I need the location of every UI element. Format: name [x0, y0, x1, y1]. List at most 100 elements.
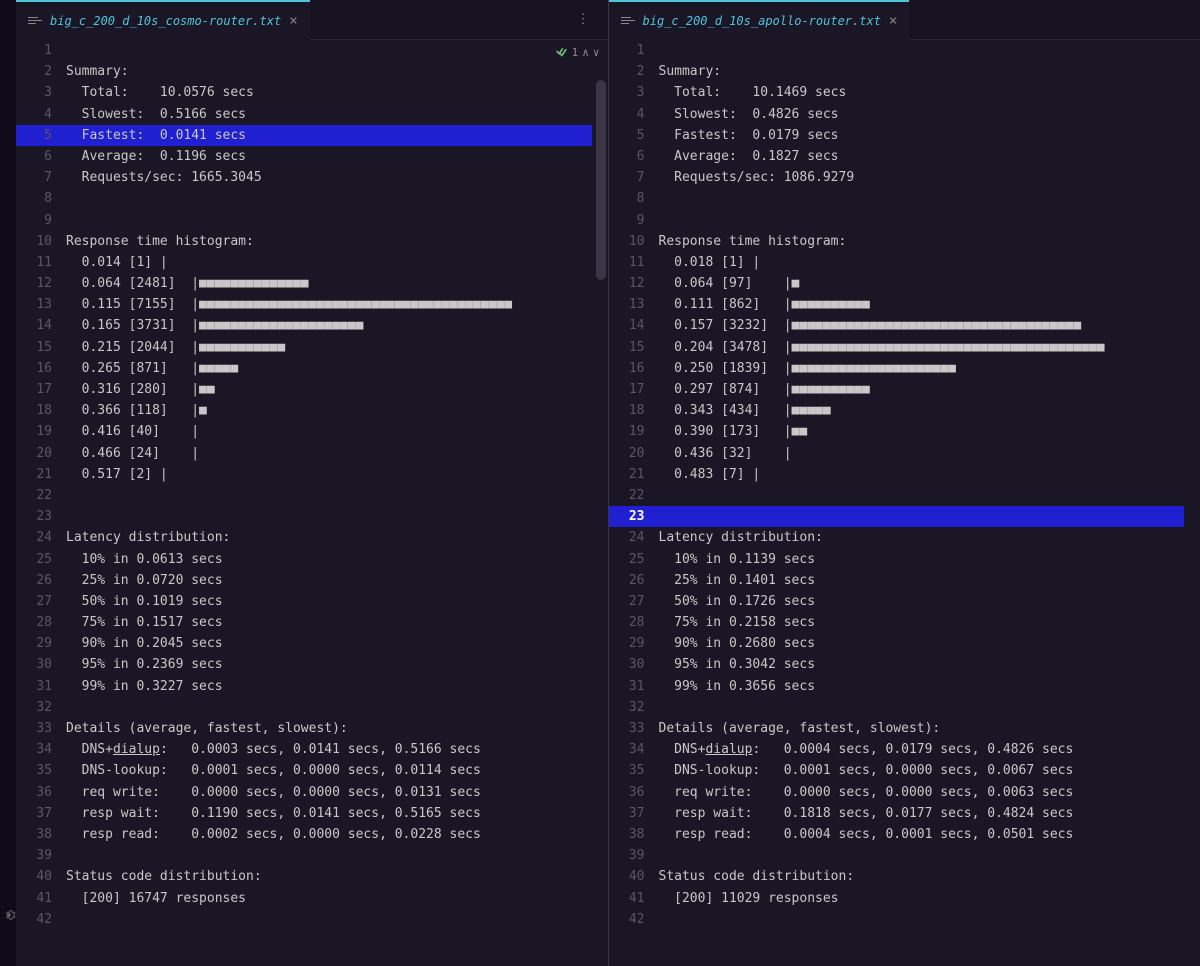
code-line: 27 50% in 0.1726 secs: [609, 591, 1185, 612]
code-line: 8: [609, 188, 1185, 209]
close-icon[interactable]: ×: [289, 13, 297, 29]
code-line: 2Summary:: [609, 61, 1185, 82]
next-diff-icon[interactable]: ∨: [593, 46, 600, 59]
code-line: 37 resp wait: 0.1818 secs, 0.0177 secs, …: [609, 803, 1185, 824]
code-line: 10Response time histogram:: [16, 231, 592, 252]
code-line: 6 Average: 0.1196 secs: [16, 146, 592, 167]
code-line: 33Details (average, fastest, slowest):: [609, 718, 1185, 739]
code-line: 28 75% in 0.1517 secs: [16, 612, 592, 633]
code-line: 19 0.416 [40] |: [16, 421, 592, 442]
code-line: 6 Average: 0.1827 secs: [609, 146, 1185, 167]
code-line: 12 0.064 [97] |■: [609, 273, 1185, 294]
code-line: 40Status code distribution:: [16, 866, 592, 887]
code-line: 12 0.064 [2481] |■■■■■■■■■■■■■■: [16, 273, 592, 294]
code-line: 1: [16, 40, 592, 61]
code-line: 3 Total: 10.0576 secs: [16, 82, 592, 103]
code-line: 7 Requests/sec: 1086.9279: [609, 167, 1185, 188]
code-line: 9: [16, 210, 592, 231]
code-line: 40Status code distribution:: [609, 866, 1185, 887]
close-icon[interactable]: ×: [889, 13, 897, 29]
code-line: 15 0.215 [2044] |■■■■■■■■■■■: [16, 337, 592, 358]
code-line: 34 DNS+dialup: 0.0003 secs, 0.0141 secs,…: [16, 739, 592, 760]
code-line: 9: [609, 210, 1185, 231]
code-line: 24Latency distribution:: [609, 527, 1185, 548]
code-line: 22: [609, 485, 1185, 506]
code-line: 32: [609, 697, 1185, 718]
right-code: 12Summary:3 Total: 10.1469 secs4 Slowest…: [609, 40, 1200, 966]
code-line: 31 99% in 0.3656 secs: [609, 676, 1185, 697]
code-line: 27 50% in 0.1019 secs: [16, 591, 592, 612]
code-line: 35 DNS-lookup: 0.0001 secs, 0.0000 secs,…: [16, 760, 592, 781]
tab-actions: ⋮: [577, 12, 608, 27]
diff-badge: 1 ∧ ∨: [554, 44, 600, 61]
code-line: 5 Fastest: 0.0179 secs: [609, 125, 1185, 146]
code-line: 33Details (average, fastest, slowest):: [16, 718, 592, 739]
code-line: 22: [16, 485, 592, 506]
code-line: 13 0.111 [862] |■■■■■■■■■■: [609, 294, 1185, 315]
code-line: 17 0.316 [280] |■■: [16, 379, 592, 400]
diff-count: 1: [572, 46, 579, 59]
right-editor[interactable]: 12Summary:3 Total: 10.1469 secs4 Slowest…: [609, 40, 1200, 966]
code-line: 20 0.436 [32] |: [609, 443, 1185, 464]
code-line: 31 99% in 0.3227 secs: [16, 676, 592, 697]
code-line: 23: [16, 506, 592, 527]
code-line: 14 0.165 [3731] |■■■■■■■■■■■■■■■■■■■■■: [16, 315, 592, 336]
code-line: 30 95% in 0.2369 secs: [16, 654, 592, 675]
code-line: 25 10% in 0.1139 secs: [609, 549, 1185, 570]
code-line: 8: [16, 188, 592, 209]
right-tabs: big_c_200_d_10s_apollo-router.txt ×: [609, 0, 1200, 40]
file-icon: [28, 14, 42, 28]
code-line: 15 0.204 [3478] |■■■■■■■■■■■■■■■■■■■■■■■…: [609, 337, 1185, 358]
activity-bar: [0, 0, 16, 966]
code-line: 38 resp read: 0.0004 secs, 0.0001 secs, …: [609, 824, 1185, 845]
code-line: 39: [609, 845, 1185, 866]
code-line: 5 Fastest: 0.0141 secs: [16, 125, 592, 146]
code-line: 42: [609, 909, 1185, 930]
code-line: 4 Slowest: 0.4826 secs: [609, 104, 1185, 125]
code-line: 13 0.115 [7155] |■■■■■■■■■■■■■■■■■■■■■■■…: [16, 294, 592, 315]
code-line: 14 0.157 [3232] |■■■■■■■■■■■■■■■■■■■■■■■…: [609, 315, 1185, 336]
code-line: 41 [200] 11029 responses: [609, 888, 1185, 909]
code-line: 2Summary:: [16, 61, 592, 82]
check-icon: [554, 44, 568, 61]
code-line: 34 DNS+dialup: 0.0004 secs, 0.0179 secs,…: [609, 739, 1185, 760]
settings-icon[interactable]: [2, 908, 16, 926]
code-line: 10Response time histogram:: [609, 231, 1185, 252]
code-line: 39: [16, 845, 592, 866]
right-tab[interactable]: big_c_200_d_10s_apollo-router.txt ×: [609, 0, 910, 40]
code-line: 41 [200] 16747 responses: [16, 888, 592, 909]
more-icon[interactable]: ⋮: [577, 12, 592, 27]
code-line: 20 0.466 [24] |: [16, 443, 592, 464]
code-line: 32: [16, 697, 592, 718]
code-line: 26 25% in 0.0720 secs: [16, 570, 592, 591]
left-filename: big_c_200_d_10s_cosmo-router.txt: [50, 14, 281, 28]
code-line: 25 10% in 0.0613 secs: [16, 549, 592, 570]
left-editor[interactable]: 1 ∧ ∨ 1 2Summary:3 Total: 10.0576 secs4 S…: [16, 40, 608, 966]
code-line: 1: [609, 40, 1185, 61]
left-tab[interactable]: big_c_200_d_10s_cosmo-router.txt ×: [16, 0, 310, 40]
code-line: 18 0.366 [118] |■: [16, 400, 592, 421]
code-line: 23: [609, 506, 1185, 527]
code-line: 29 90% in 0.2680 secs: [609, 633, 1185, 654]
code-line: 28 75% in 0.2158 secs: [609, 612, 1185, 633]
code-line: 38 resp read: 0.0002 secs, 0.0000 secs, …: [16, 824, 592, 845]
code-line: 18 0.343 [434] |■■■■■: [609, 400, 1185, 421]
code-line: 37 resp wait: 0.1190 secs, 0.0141 secs, …: [16, 803, 592, 824]
prev-diff-icon[interactable]: ∧: [582, 46, 589, 59]
code-line: 11 0.014 [1] |: [16, 252, 592, 273]
code-line: 26 25% in 0.1401 secs: [609, 570, 1185, 591]
code-line: 36 req write: 0.0000 secs, 0.0000 secs, …: [609, 782, 1185, 803]
left-code: 1 2Summary:3 Total: 10.0576 secs4 Slowest…: [16, 40, 608, 966]
left-tabs: big_c_200_d_10s_cosmo-router.txt × ⋮: [16, 0, 608, 40]
code-line: 42: [16, 909, 592, 930]
code-line: 21 0.483 [7] |: [609, 464, 1185, 485]
code-line: 36 req write: 0.0000 secs, 0.0000 secs, …: [16, 782, 592, 803]
code-line: 17 0.297 [874] |■■■■■■■■■■: [609, 379, 1185, 400]
right-filename: big_c_200_d_10s_apollo-router.txt: [643, 14, 881, 28]
scrollbar[interactable]: [596, 80, 606, 280]
left-pane: big_c_200_d_10s_cosmo-router.txt × ⋮ 1 ∧…: [16, 0, 609, 966]
code-line: 19 0.390 [173] |■■: [609, 421, 1185, 442]
code-line: 4 Slowest: 0.5166 secs: [16, 104, 592, 125]
code-line: 16 0.250 [1839] |■■■■■■■■■■■■■■■■■■■■■: [609, 358, 1185, 379]
file-icon: [621, 14, 635, 28]
